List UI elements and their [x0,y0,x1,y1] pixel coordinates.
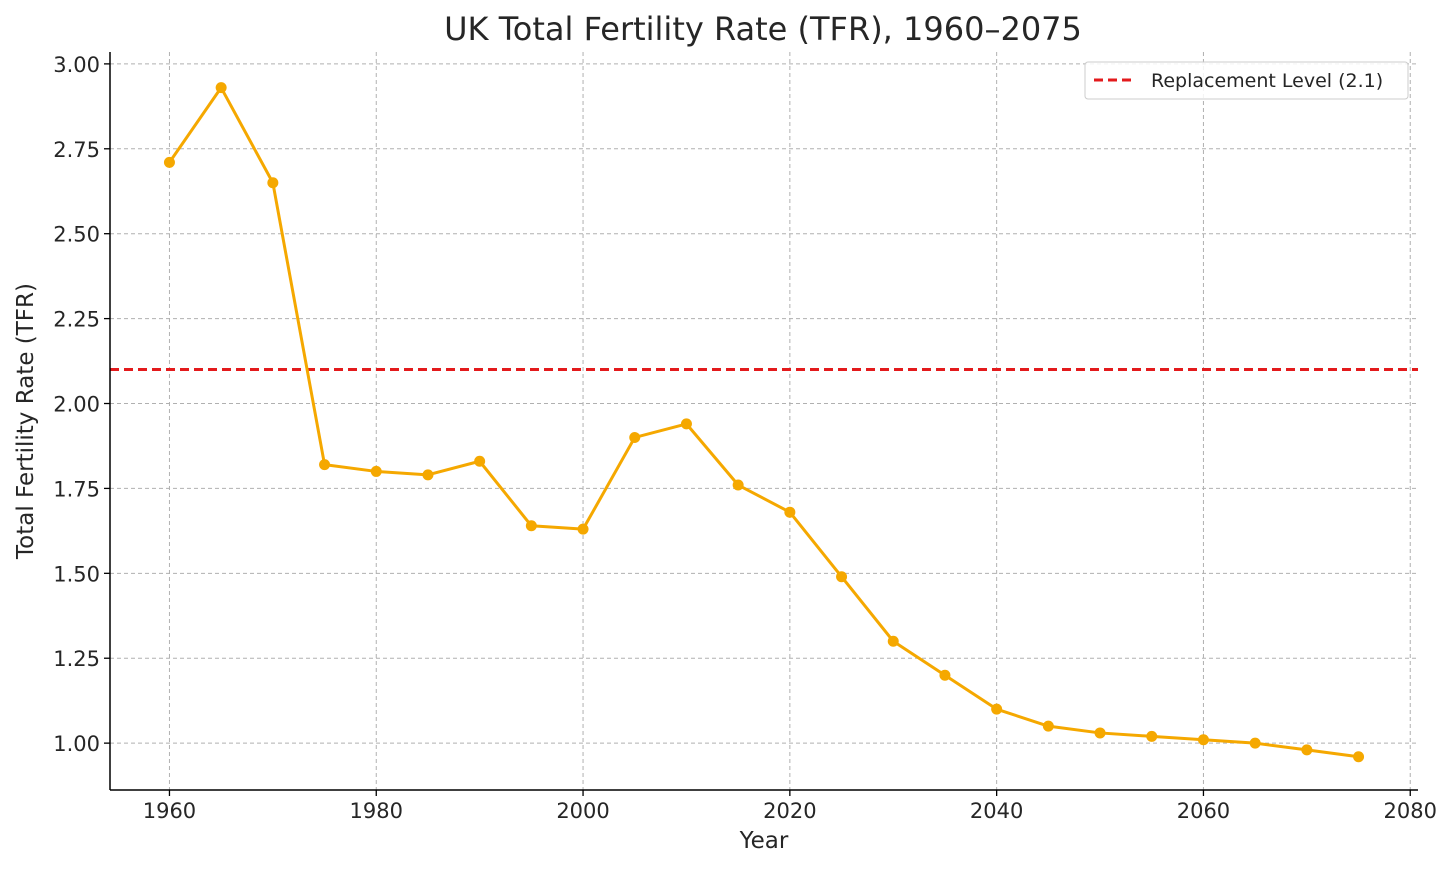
data-point [1094,727,1106,739]
legend-label-replacement-level: Replacement Level (2.1) [1151,70,1383,92]
x-tick-label: 1960 [143,799,196,823]
data-point [1042,720,1054,732]
data-point [1197,734,1209,746]
data-point [939,669,951,681]
chart-title: UK Total Fertility Rate (TFR), 1960–2075 [444,10,1082,48]
grid [110,52,1418,790]
y-axis-label: Total Fertility Rate (TFR) [13,283,39,560]
data-point [836,571,848,583]
y-tick-label: 2.75 [53,138,100,162]
y-tick-label: 1.00 [53,732,100,756]
x-tick-label: 2040 [970,799,1023,823]
data-point [422,469,434,481]
legend-frame [1084,61,1409,100]
x-tick-label: 2080 [1384,799,1437,823]
data-point [215,82,227,94]
data-point [370,465,382,477]
y-tick-label: 1.25 [53,647,100,671]
y-tick-label: 2.00 [53,393,100,417]
y-axis-ticks: 1.00 1.25 1.50 1.75 2.00 2.25 2.50 2.75 3.00 [53,53,110,756]
data-point [1301,744,1313,756]
data-point [525,520,537,532]
data-point [784,506,796,518]
data-point [680,418,692,430]
legend: Replacement Level (2.1) [1084,61,1409,100]
x-tick-label: 2060 [1177,799,1230,823]
data-point [577,523,589,535]
x-tick-label: 2020 [763,799,816,823]
data-point [732,479,744,491]
x-axis-label: Year [739,828,789,854]
y-tick-label: 1.75 [53,477,100,501]
data-point [474,455,486,467]
x-axis-ticks: 1960 1980 2000 2020 2040 2060 2080 [143,790,1437,823]
data-point [991,703,1003,715]
series-line [167,86,1361,759]
data-point [1353,751,1365,763]
data-point [163,156,175,168]
y-tick-label: 1.50 [53,562,100,586]
data-point [319,459,331,471]
y-tick-label: 2.25 [53,308,100,332]
data-point [887,635,899,647]
data-point [267,177,279,189]
data-point [1249,737,1261,749]
x-tick-label: 1980 [350,799,403,823]
data-point [629,431,641,443]
y-tick-label: 2.50 [53,223,100,247]
y-tick-label: 3.00 [53,53,100,77]
data-point [1146,730,1158,742]
x-tick-label: 2000 [556,799,609,823]
series-layer [163,82,1365,763]
